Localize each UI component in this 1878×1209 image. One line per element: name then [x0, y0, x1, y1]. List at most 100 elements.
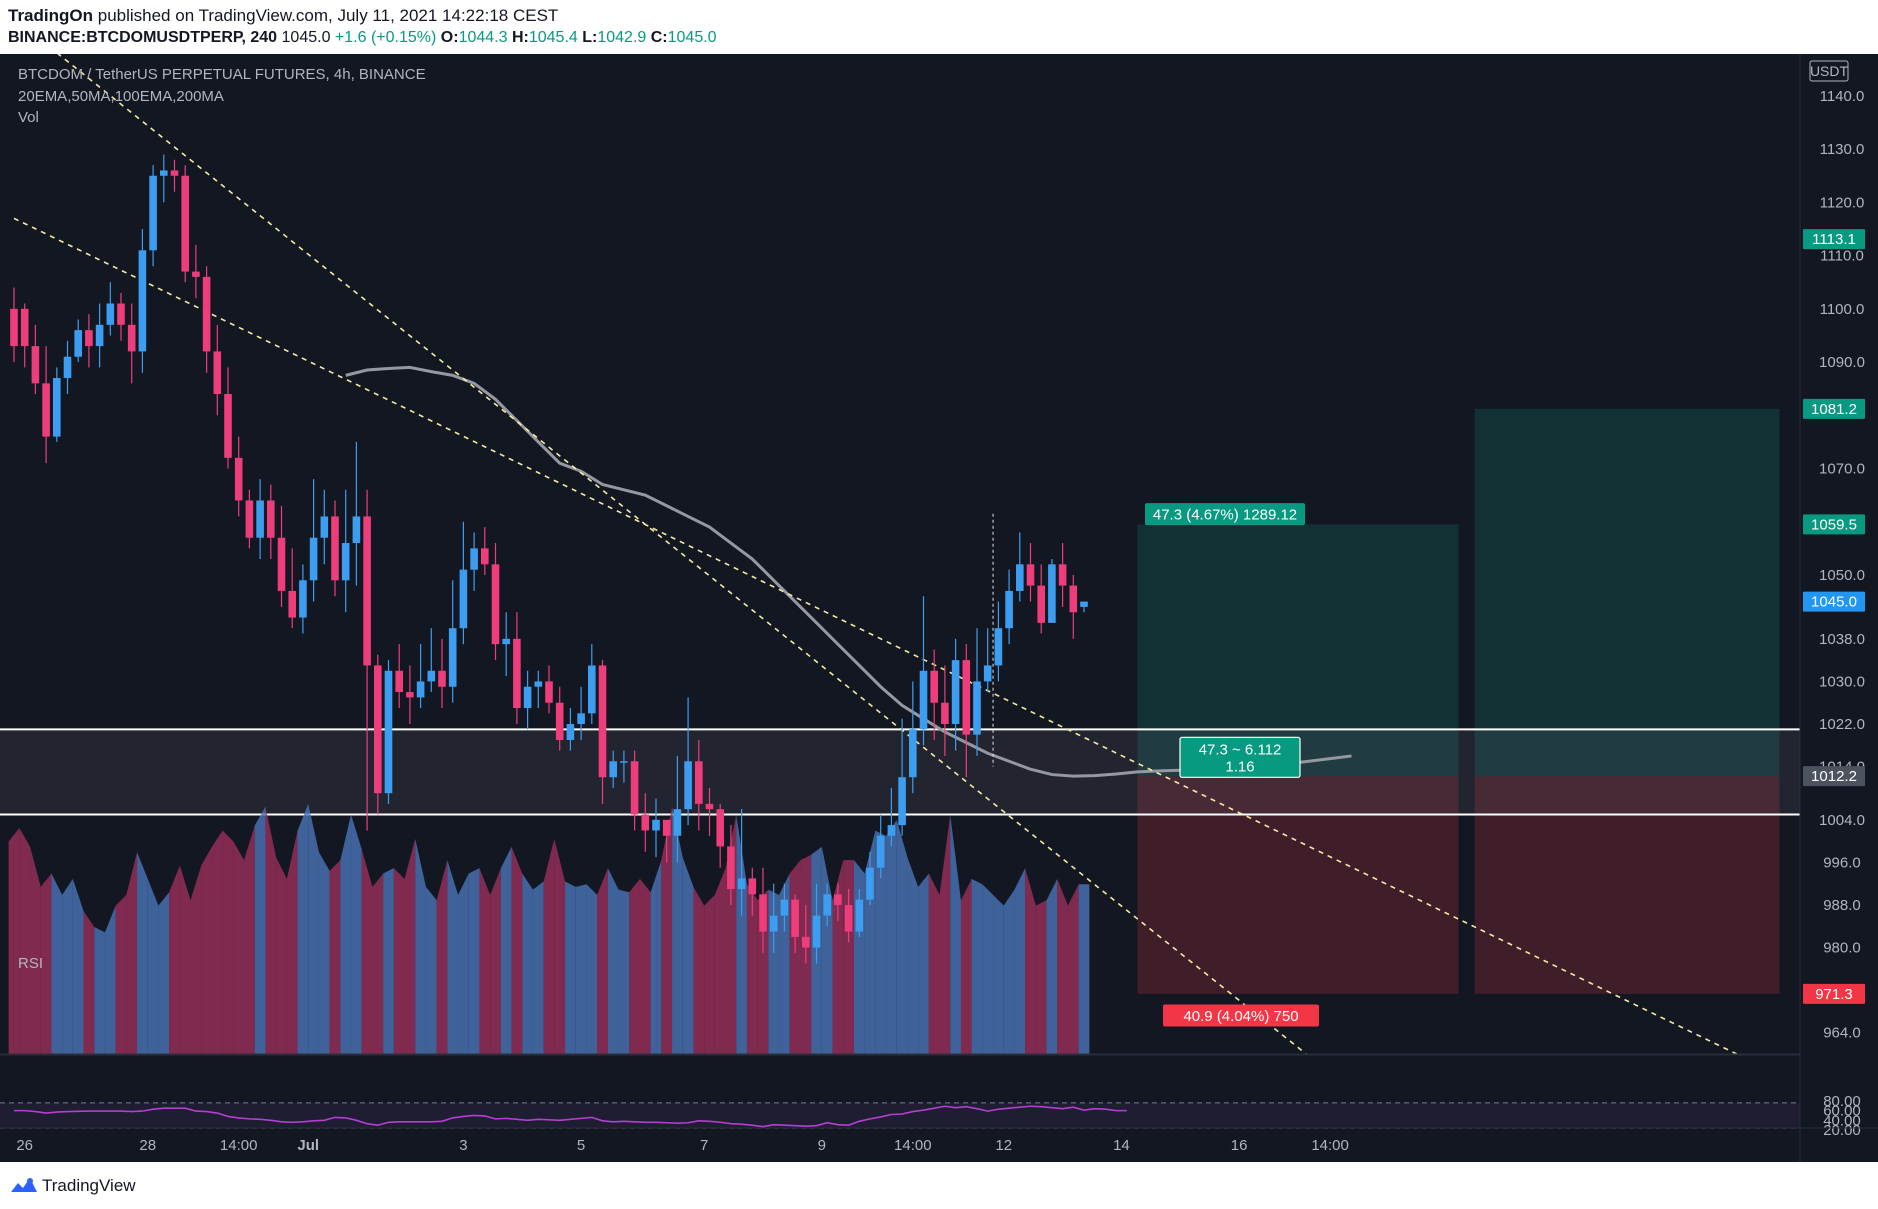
rsi-line: [14, 1105, 1127, 1128]
rsi-tick-label: 40.00: [1823, 1112, 1861, 1129]
price-label-entry: 1012.2: [1803, 766, 1865, 787]
candle-body: [502, 638, 510, 645]
candle-body: [352, 516, 361, 544]
candle-body: [331, 516, 339, 581]
volume-bar: [254, 806, 266, 1054]
volume-bar: [918, 873, 929, 1054]
price-tick-label: 1130.0: [1820, 141, 1865, 158]
ohlc-line: BINANCE:BTCDOMUSDTPERP, 240 1045.0 +1.6 …: [8, 29, 717, 47]
volume-bar: [554, 838, 566, 1054]
candle-body: [127, 324, 136, 352]
candle-body: [320, 516, 329, 538]
svg-text:1.16: 1.16: [1225, 758, 1254, 775]
candle-body: [727, 846, 735, 889]
volume-bar: [939, 814, 951, 1054]
candle-body: [802, 936, 810, 948]
candle-body: [716, 809, 724, 847]
volume-bar: [928, 873, 940, 1054]
time-tick-label: 28: [139, 1137, 156, 1154]
volume-legend[interactable]: Vol: [18, 109, 39, 126]
rsi-tick-label: 80.00: [1823, 1093, 1861, 1110]
volume-bar: [511, 846, 523, 1054]
time-tick-label: 14:00: [894, 1137, 932, 1154]
low-value: 1042.9: [597, 29, 647, 46]
candle-body: [1080, 601, 1088, 607]
position-stop-zone: [1474, 776, 1780, 994]
candlestick-chart[interactable]: 47.3 (4.67%) 1289.12 40.9 (4.04%) 750 47.3…: [0, 54, 1878, 1162]
volume-bar: [629, 878, 640, 1054]
volume-bar: [886, 819, 897, 1054]
volume-bar: [126, 852, 138, 1054]
volume-bar: [607, 868, 619, 1054]
stop-measure-label: 40.9 (4.04%) 750: [1163, 1004, 1319, 1027]
candle-body: [213, 351, 222, 394]
price-tick-label: 1038.0: [1819, 631, 1865, 648]
candle-body: [149, 175, 157, 251]
price-tick-label: 988.0: [1823, 897, 1861, 914]
volume-bar: [147, 878, 159, 1054]
candle-body: [684, 761, 692, 810]
volume-bar: [104, 905, 116, 1054]
candle-body: [887, 825, 896, 836]
candle-body: [106, 303, 115, 325]
price-label-stop: 971.3: [1803, 983, 1865, 1004]
candle-body: [459, 569, 468, 629]
candle-body: [983, 665, 992, 682]
candle-body: [395, 670, 403, 693]
candle-body: [876, 835, 885, 868]
svg-text:1045.0: 1045.0: [1811, 594, 1857, 611]
volume-bar: [1014, 868, 1026, 1054]
rsi-legend[interactable]: RSI: [18, 955, 44, 972]
candle-body: [1058, 564, 1067, 586]
volume-bar: [286, 830, 298, 1054]
volume-bar: [340, 814, 352, 1054]
candle-body: [74, 330, 82, 357]
candle-body: [234, 457, 243, 501]
volume-bar: [169, 865, 180, 1054]
volume-bar: [30, 846, 41, 1054]
volume-bar: [693, 886, 705, 1054]
svg-text:1081.2: 1081.2: [1811, 401, 1857, 418]
candle-body: [63, 356, 72, 379]
high-label: H:: [511, 29, 529, 46]
volume-bar: [372, 873, 384, 1054]
footer-brand[interactable]: TradingView: [42, 1176, 136, 1195]
volume-bar: [575, 884, 587, 1054]
price-label-target-3: 1113.1: [1803, 229, 1865, 250]
candle-body: [374, 665, 382, 794]
volume-bar: [618, 889, 630, 1054]
volume-bar: [1035, 900, 1047, 1054]
tradingview-logo-icon[interactable]: [10, 1175, 38, 1195]
close-value: 1045.0: [667, 29, 717, 46]
position-stop-zone: [1137, 776, 1459, 994]
open-value: 1044.3: [458, 29, 508, 46]
volume-bar: [72, 878, 84, 1054]
volume-bar: [736, 814, 747, 1054]
publish-line: TradingOn published on TradingView.com, …: [8, 6, 558, 26]
volume-bar: [19, 827, 31, 1054]
volume-bar: [436, 860, 448, 1054]
volume-bar: [661, 806, 673, 1054]
low-label: L:: [582, 29, 598, 46]
candle-body: [117, 303, 125, 325]
volume-bar: [115, 894, 127, 1054]
price-tick-label: 964.0: [1823, 1025, 1861, 1042]
time-tick-label: 14:00: [1311, 1137, 1349, 1154]
publisher-name[interactable]: TradingOn: [8, 6, 93, 25]
volume-bar: [1046, 878, 1058, 1054]
ma-legend[interactable]: 20EMA,50MA,100EMA,200MA: [18, 88, 224, 105]
volume-bar: [982, 884, 994, 1054]
volume-bar: [222, 830, 234, 1054]
time-tick-label: 7: [700, 1137, 708, 1154]
price-tick-label: 1120.0: [1820, 194, 1865, 211]
time-tick-label: 12: [995, 1137, 1012, 1154]
volume-bar: [960, 878, 972, 1054]
candle-body: [267, 500, 275, 538]
price-tick-label: 1050.0: [1819, 567, 1865, 584]
candle-body: [866, 867, 874, 900]
candle-body: [202, 276, 211, 352]
volume-bar: [447, 860, 459, 1054]
volume-bar: [565, 881, 576, 1054]
candle-body: [245, 500, 254, 538]
volume-bar: [276, 857, 287, 1054]
